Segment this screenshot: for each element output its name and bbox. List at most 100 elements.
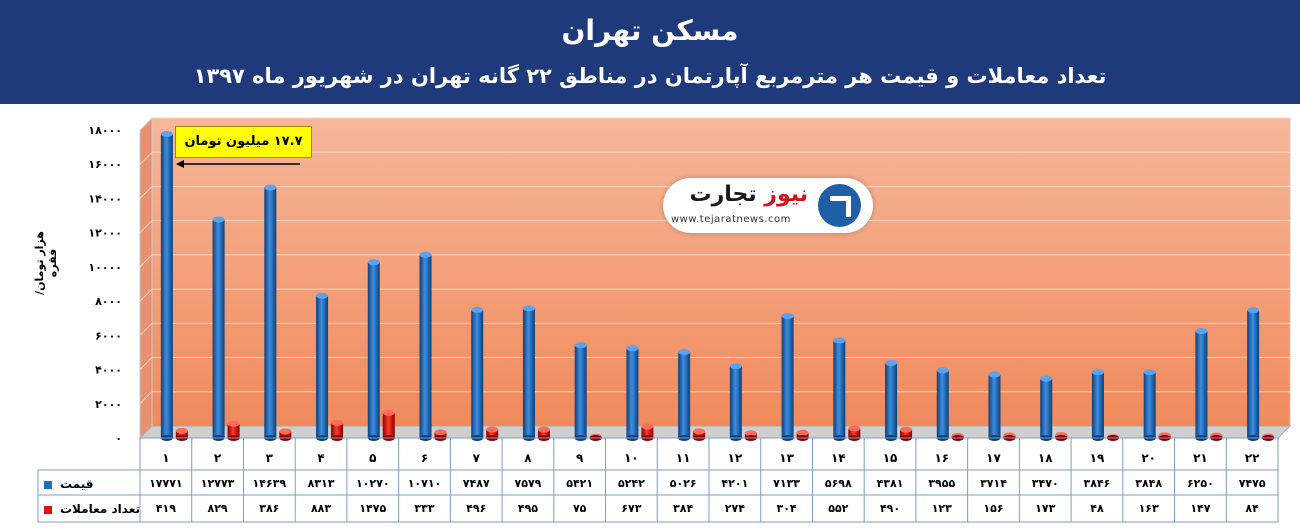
header-banner xyxy=(0,0,1300,104)
bar-price xyxy=(316,295,329,438)
bar-price-top xyxy=(471,306,484,313)
bar-price-top xyxy=(522,305,535,312)
bar-count-top xyxy=(175,427,188,434)
table-cell-count: ۱۶۳ xyxy=(1139,502,1159,515)
table-cell-count: ۱۲۳ xyxy=(932,502,952,515)
table-cell-price: ۷۴۷۵ xyxy=(1239,477,1266,490)
table-series-label-count: تعداد معاملات xyxy=(60,502,140,516)
bar-price xyxy=(936,370,949,438)
table-cell-price: ۳۷۱۴ xyxy=(980,477,1007,490)
category-label: ۱۴ xyxy=(831,451,846,465)
tejarat-news-logo: نیوز تجارت www.tejaratnews.com xyxy=(663,178,873,233)
category-label: ۲۲ xyxy=(1245,451,1260,465)
bar-count-top xyxy=(331,419,344,426)
bar-count xyxy=(175,430,188,438)
bar-price xyxy=(160,133,173,438)
bar-price-top xyxy=(781,312,794,319)
table-cell-count: ۳۸۴ xyxy=(673,502,693,515)
y-tick-label: ۱۴۰۰۰ xyxy=(88,192,122,205)
bar-price-top xyxy=(316,292,329,299)
category-label: ۴ xyxy=(317,451,324,465)
bar-count-top xyxy=(279,428,292,435)
table-cell-price: ۳۴۷۰ xyxy=(1032,477,1059,490)
category-label: ۵ xyxy=(369,451,376,465)
table-cell-count: ۷۵ xyxy=(573,502,587,515)
bar-count-top xyxy=(486,426,499,433)
bar-count-top xyxy=(382,409,395,416)
y-tick-label: ۶۰۰۰ xyxy=(95,329,122,342)
table-cell-price: ۴۲۰۱ xyxy=(721,477,748,490)
logo-text: نیوز تجارت xyxy=(673,182,808,207)
table-cell-price: ۱۴۶۳۹ xyxy=(253,477,287,490)
gridline-side xyxy=(139,357,153,370)
bar-price-top xyxy=(264,184,277,191)
category-label: ۱۵ xyxy=(883,451,898,465)
bar-price xyxy=(885,363,898,438)
bar-count xyxy=(900,429,913,438)
y-tick-label: ۰ xyxy=(115,432,122,445)
bar-price xyxy=(522,308,535,438)
table-cell-count: ۸۸۳ xyxy=(311,502,331,515)
y-tick-label: ۱۲۰۰۰ xyxy=(88,227,122,240)
table-cell-price: ۵۴۲۱ xyxy=(566,477,593,490)
bar-price-top xyxy=(1143,369,1156,376)
logo-name-red: نیوز xyxy=(764,182,808,207)
gridline-side xyxy=(139,220,153,234)
category-label: ۷ xyxy=(473,451,481,465)
legend-price-swatch xyxy=(44,481,52,489)
bar-price-top xyxy=(988,371,1001,378)
page-title: مسکن تهران xyxy=(561,14,739,47)
bar-price xyxy=(574,345,587,438)
bar-price-top xyxy=(626,345,639,352)
table-series-label-price: قیمت xyxy=(60,477,94,491)
bar-count xyxy=(486,429,499,438)
bar-price-top xyxy=(1091,369,1104,376)
bar-price-top xyxy=(936,367,949,374)
table-cell-price: ۵۲۴۲ xyxy=(618,477,645,490)
bar-price-top xyxy=(729,363,742,370)
bar-price xyxy=(626,348,639,438)
bar-price-top xyxy=(367,259,380,266)
bar-price-top xyxy=(1247,307,1260,314)
bar-price xyxy=(419,254,432,438)
logo-url: www.tejaratnews.com xyxy=(671,214,791,225)
table-cell-price: ۷۵۷۹ xyxy=(515,477,542,490)
category-label: ۲۰ xyxy=(1141,451,1156,465)
bar-count xyxy=(382,412,395,438)
page-subtitle: تعداد معاملات و قیمت هر مترمربع آپارتمان… xyxy=(193,64,1107,88)
table-cell-count: ۳۸۶ xyxy=(259,502,279,515)
category-label: ۱۱ xyxy=(676,451,691,465)
bar-price xyxy=(988,374,1001,438)
logo-name-black: تجارت xyxy=(689,182,757,207)
y-tick-label: ۲۰۰۰ xyxy=(95,398,122,411)
category-label: ۲ xyxy=(214,451,222,465)
bar-price xyxy=(781,315,794,438)
y-tick-label: ۱۶۰۰۰ xyxy=(88,158,122,171)
gridline-side xyxy=(139,186,153,199)
table-cell-price: ۱۰۷۱۰ xyxy=(408,477,442,490)
tejarat-news-logo-icon xyxy=(818,184,861,227)
table-cell-count: ۱۴۷ xyxy=(1190,502,1210,515)
table-cell-price: ۸۳۱۳ xyxy=(308,477,335,490)
legend-count-swatch xyxy=(44,506,52,514)
bar-count-top xyxy=(796,429,809,436)
bar-price-top xyxy=(574,342,587,349)
category-label: ۱۳ xyxy=(779,451,794,465)
gridline-side xyxy=(139,391,153,405)
gridline-side xyxy=(139,288,153,302)
table-cell-count: ۴۸ xyxy=(1090,502,1104,515)
bar-count-top xyxy=(848,425,861,432)
bar-count xyxy=(227,423,240,438)
bar-price-top xyxy=(160,130,173,137)
bar-price xyxy=(1195,331,1208,438)
category-label: ۶ xyxy=(421,451,428,465)
category-label: ۹ xyxy=(576,451,584,465)
table-cell-price: ۱۲۷۷۳ xyxy=(201,477,235,490)
category-label: ۱۸ xyxy=(1038,451,1053,465)
table-cell-price: ۷۱۳۳ xyxy=(773,477,800,490)
table-cell-price: ۳۹۵۵ xyxy=(928,477,955,490)
table-cell-count: ۱۷۳ xyxy=(1035,502,1055,515)
bar-price xyxy=(367,262,380,438)
table-cell-count: ۸۲۹ xyxy=(208,502,228,515)
bar-price xyxy=(471,309,484,438)
